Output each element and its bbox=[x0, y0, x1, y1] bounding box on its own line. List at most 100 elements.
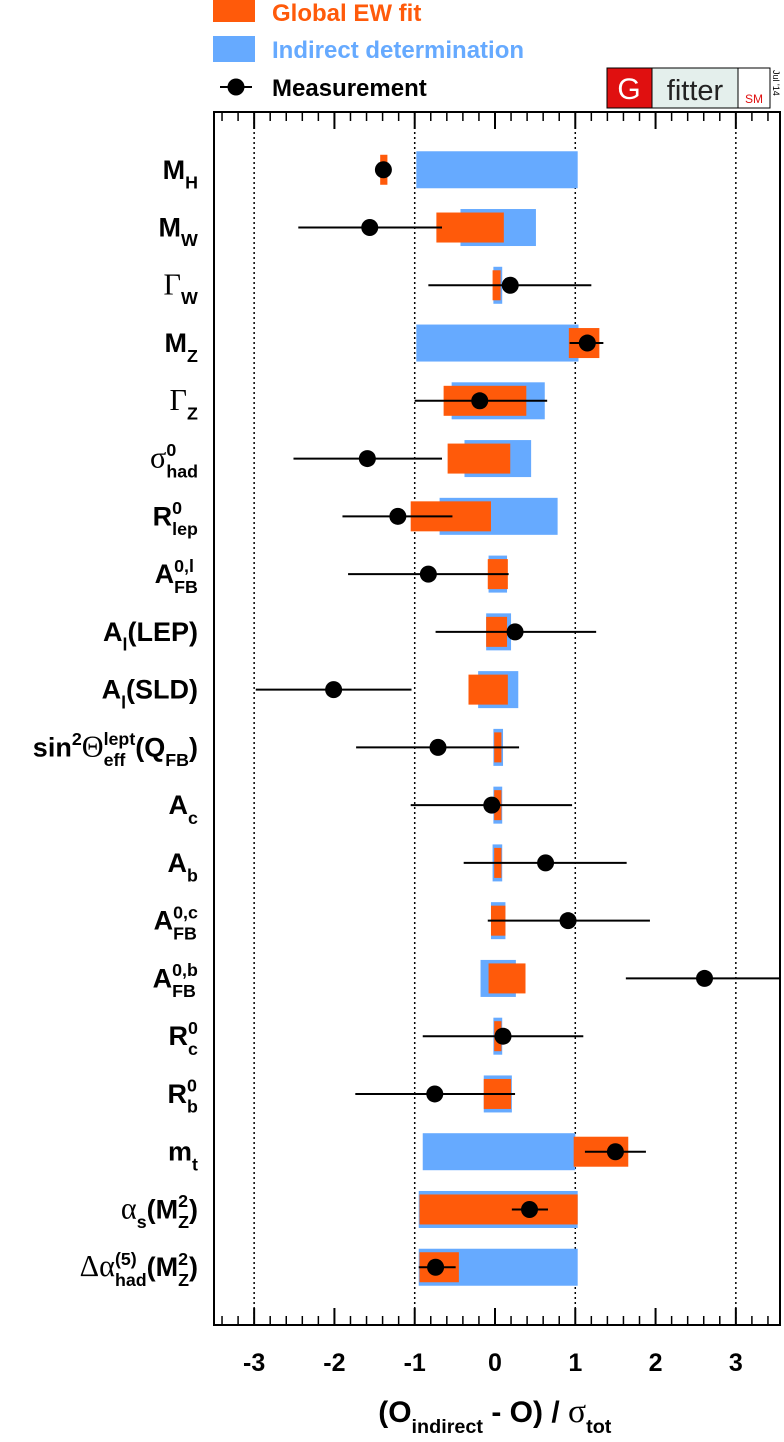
bar bbox=[419, 1194, 578, 1225]
legend-swatch bbox=[213, 0, 255, 22]
category-label: A0,c FB bbox=[154, 902, 198, 943]
category-label: mt bbox=[168, 1137, 198, 1175]
category-label: R0 c bbox=[169, 1018, 199, 1059]
category-label-part: Γ bbox=[170, 383, 187, 417]
category-label-part: (SLD) bbox=[126, 675, 198, 705]
logo-sm: SM bbox=[745, 92, 763, 106]
category-label-part: had bbox=[166, 461, 198, 481]
category-label: R0 lep bbox=[153, 498, 198, 539]
category-label-part: (5) bbox=[115, 1249, 137, 1269]
category-label-part: M bbox=[159, 213, 182, 243]
category-label-part: σ bbox=[150, 441, 166, 475]
category-label: A0,l FB bbox=[155, 556, 198, 597]
measurement-point bbox=[325, 681, 343, 699]
measurement-point bbox=[429, 738, 447, 756]
category-label-part: 0 bbox=[172, 498, 182, 518]
category-label-part: A bbox=[103, 617, 123, 647]
category-label: αs(M2 Z) bbox=[121, 1191, 198, 1232]
category-label: Al(SLD) bbox=[102, 675, 198, 713]
x-tick-label: 2 bbox=[649, 1349, 663, 1377]
x-tick-label: -3 bbox=[243, 1349, 265, 1377]
category-label: MZ bbox=[165, 328, 199, 366]
bar bbox=[468, 674, 508, 705]
measurement-point bbox=[427, 1258, 445, 1276]
category-label-part: Δα bbox=[80, 1249, 115, 1283]
category-label-part: A bbox=[168, 848, 188, 878]
category-label-part: A bbox=[169, 790, 189, 820]
category-label-part: 0 bbox=[187, 1076, 197, 1096]
category-label-part: l bbox=[123, 635, 128, 655]
logo-box bbox=[651, 67, 739, 109]
bar bbox=[422, 1133, 576, 1171]
category-label-part: Z bbox=[178, 1212, 189, 1232]
category-label-part: ) bbox=[189, 732, 198, 762]
category-label: ΓZ bbox=[170, 383, 198, 424]
measurement-point bbox=[537, 854, 555, 872]
category-label-part: FB bbox=[174, 577, 198, 597]
plot-area bbox=[255, 151, 780, 1286]
category-label: Al(LEP) bbox=[103, 617, 198, 655]
category-label-part: R bbox=[168, 1079, 188, 1109]
category-label-part: eff bbox=[104, 750, 126, 770]
logo-box bbox=[606, 67, 653, 109]
category-label: ΓW bbox=[164, 267, 198, 308]
category-label-part: α bbox=[121, 1191, 137, 1225]
category-label-part: FB bbox=[165, 750, 189, 770]
x-tick-label: -1 bbox=[404, 1349, 426, 1377]
measurement-point bbox=[471, 392, 489, 410]
category-label: Ab bbox=[168, 848, 199, 886]
category-label-part: 0 bbox=[188, 1018, 198, 1038]
category-label-part: 2 bbox=[178, 1249, 188, 1269]
category-label-part: lep bbox=[172, 519, 198, 539]
category-label-part: ) bbox=[189, 1194, 198, 1224]
category-label-part: W bbox=[181, 230, 198, 250]
x-tick-label: -2 bbox=[323, 1349, 345, 1377]
bar bbox=[416, 324, 579, 362]
category-label: MW bbox=[159, 213, 199, 251]
legend-label: Global EW fit bbox=[272, 0, 421, 27]
category-label-part: lept bbox=[104, 729, 136, 749]
x-tick-label: 1 bbox=[568, 1349, 582, 1377]
category-label-part: 0 bbox=[166, 440, 176, 460]
legend-label: Indirect determination bbox=[272, 37, 524, 64]
legend-label: Measurement bbox=[272, 75, 427, 102]
category-label-part: Z bbox=[187, 404, 198, 424]
category-label-part: (Q bbox=[135, 732, 165, 762]
category-label-part: Z bbox=[178, 1270, 189, 1290]
category-label-part: c bbox=[188, 808, 198, 828]
x-tick-label: 3 bbox=[729, 1349, 743, 1377]
measurement-point bbox=[426, 1085, 444, 1103]
category-label-part: A bbox=[154, 906, 174, 936]
category-label: A0,b FB bbox=[153, 960, 198, 1001]
category-label-part: m bbox=[168, 1137, 192, 1167]
category-label: sin2Θlept eff (QFB) bbox=[33, 729, 198, 770]
logo: G fitter SM Jul '14 bbox=[606, 67, 781, 109]
measurement-point bbox=[606, 1143, 624, 1161]
category-label: σ0 had bbox=[150, 440, 198, 481]
category-label-part: A bbox=[153, 963, 173, 993]
category-label-part: s bbox=[137, 1212, 147, 1232]
measurement-point bbox=[521, 1200, 539, 1218]
category-label-part: (M bbox=[147, 1194, 178, 1224]
measurement-point bbox=[374, 161, 392, 179]
category-label-part: A bbox=[155, 559, 175, 589]
category-label-part: R bbox=[169, 1021, 189, 1051]
x-axis-label: (Oindirect - O) / σtot bbox=[378, 1393, 612, 1438]
legend-swatch bbox=[213, 36, 255, 62]
plot-frame bbox=[213, 111, 781, 1326]
category-label-part: FB bbox=[173, 923, 197, 943]
category-label-part: had bbox=[115, 1270, 147, 1290]
legend-swatch bbox=[227, 78, 245, 96]
category-label-part: l bbox=[121, 692, 126, 712]
category-label-part: t bbox=[192, 1154, 198, 1174]
measurement-point bbox=[696, 969, 714, 987]
category-label-part: sin bbox=[33, 732, 72, 762]
category-label-part: b bbox=[187, 866, 198, 886]
category-label: MH bbox=[163, 155, 198, 193]
measurement-point bbox=[559, 912, 577, 930]
category-label-part: Γ bbox=[164, 267, 181, 301]
category-label-part: c bbox=[188, 1039, 198, 1059]
category-label: R0 b bbox=[168, 1076, 199, 1117]
category-label-part: M bbox=[165, 328, 188, 358]
